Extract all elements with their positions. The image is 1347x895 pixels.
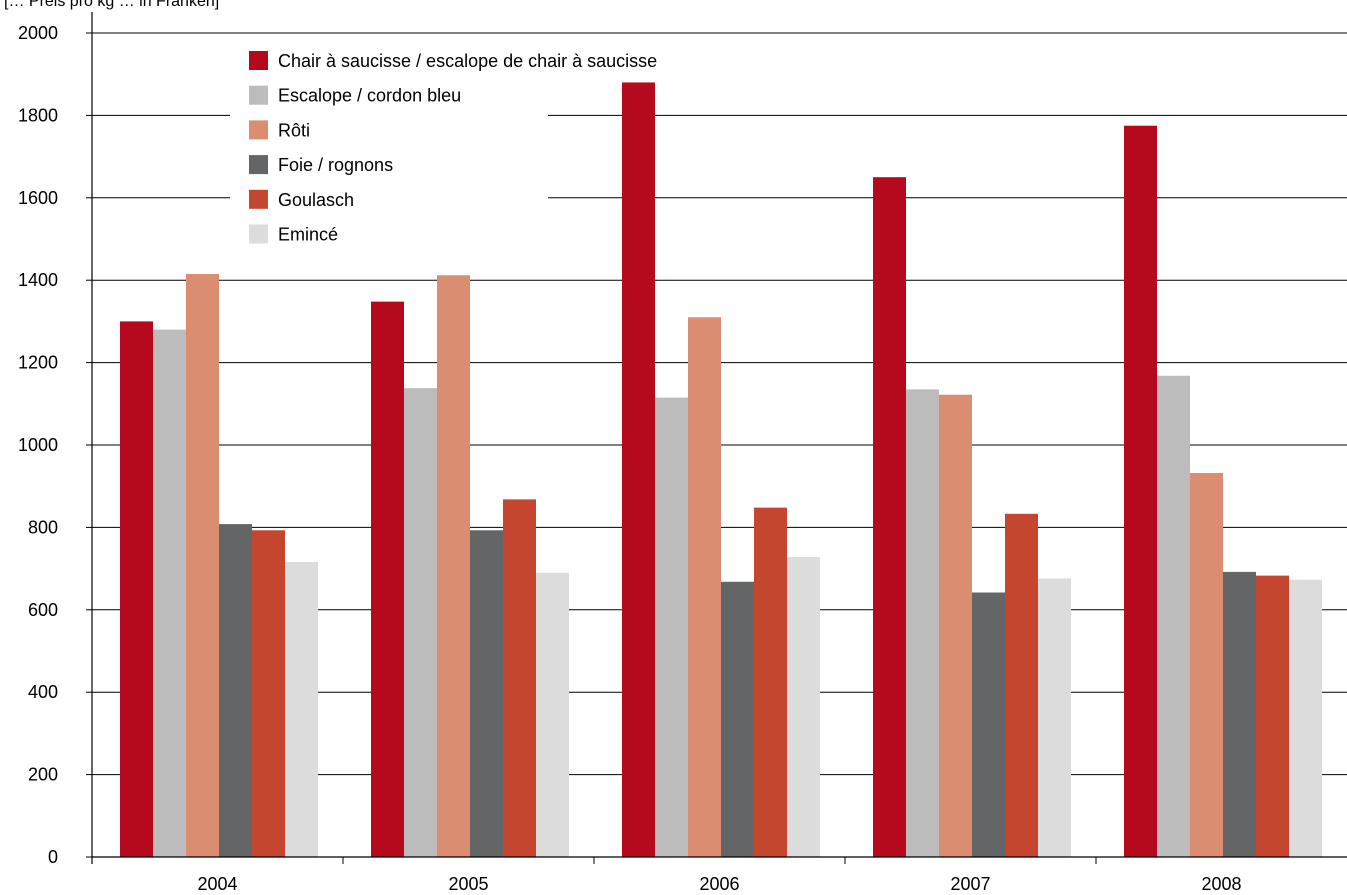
legend-swatch	[249, 85, 268, 105]
bar	[1157, 375, 1190, 857]
x-tick-label: 2008	[1201, 874, 1241, 894]
y-tick-label: 200	[28, 765, 58, 785]
legend-swatch	[249, 189, 268, 209]
bar	[754, 507, 787, 857]
bar	[470, 530, 503, 857]
bar	[655, 397, 688, 857]
bar	[404, 388, 437, 857]
x-tick-label: 2004	[197, 874, 237, 894]
bar	[972, 592, 1005, 857]
y-axis-unit-label: [… Preis pro kg … in Franken]	[4, 0, 219, 10]
bar	[688, 317, 721, 857]
y-tick-label: 400	[28, 682, 58, 702]
bar	[1289, 579, 1322, 857]
y-tick-label: 800	[28, 517, 58, 537]
bar	[437, 275, 470, 858]
y-tick-label: 1600	[18, 188, 58, 208]
x-tick-label: 2006	[699, 874, 739, 894]
bar	[252, 530, 285, 857]
legend-label: Goulasch	[278, 190, 354, 210]
bar	[120, 321, 153, 857]
bar	[371, 301, 404, 857]
y-tick-label: 2000	[18, 23, 58, 43]
bar	[153, 329, 186, 857]
legend-label: Chair à saucisse / escalope de chair à s…	[278, 51, 657, 71]
x-axis-ticks: 2004 2005 2006 2007 2008	[197, 857, 1242, 894]
legend-swatch	[249, 224, 268, 244]
bar	[622, 82, 655, 857]
legend-label: Escalope / cordon bleu	[278, 86, 461, 106]
legend-background-wide	[230, 40, 778, 76]
legend-label: Foie / rognons	[278, 155, 393, 175]
bar	[1223, 571, 1256, 857]
legend-swatch	[249, 155, 268, 175]
x-tick-label: 2005	[448, 874, 488, 894]
bar	[721, 581, 754, 857]
bar	[787, 557, 820, 857]
legend-label: Rôti	[278, 120, 310, 140]
bar	[1124, 125, 1157, 857]
legend: Chair à saucisse / escalope de chair à s…	[249, 51, 657, 245]
bar	[906, 389, 939, 857]
legend-label: Emincé	[278, 225, 338, 245]
bar	[1038, 578, 1071, 857]
y-tick-label: 1800	[18, 105, 58, 125]
y-tick-label: 0	[48, 847, 58, 867]
bar	[285, 562, 318, 857]
x-tick-label: 2007	[950, 874, 990, 894]
bar	[1256, 575, 1289, 857]
bar	[219, 524, 252, 857]
y-tick-label: 600	[28, 600, 58, 620]
legend-swatch	[249, 51, 268, 70]
bar	[1190, 473, 1223, 857]
bar	[1005, 513, 1038, 857]
bar-series	[120, 82, 1322, 858]
bar	[939, 394, 972, 857]
legend-swatch	[249, 120, 268, 140]
y-axis-ticks: 0 200 400 600 800 1000 1200 1400 1600 1800 2000	[18, 23, 92, 867]
bar	[873, 177, 906, 857]
y-tick-label: 1400	[18, 270, 58, 290]
y-tick-label: 1200	[18, 353, 58, 373]
bar	[186, 274, 219, 857]
bar	[536, 572, 569, 857]
y-tick-label: 1000	[18, 435, 58, 455]
bar	[503, 499, 536, 857]
